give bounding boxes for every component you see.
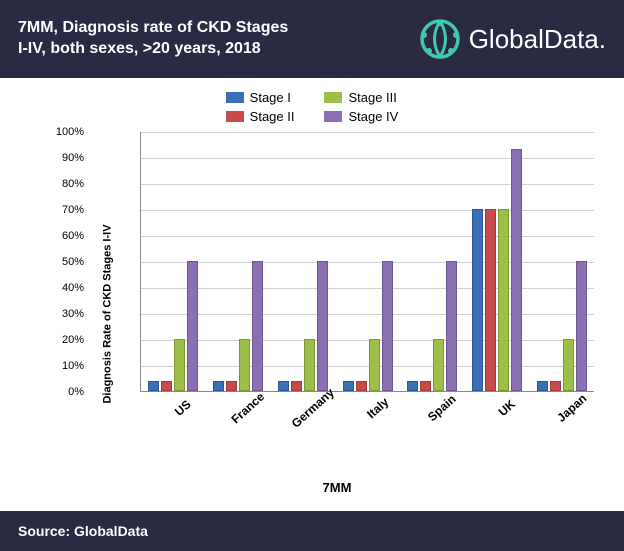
bar <box>472 209 483 391</box>
bar <box>550 381 561 391</box>
bar <box>382 261 393 391</box>
bar <box>278 381 289 391</box>
bar <box>304 339 315 391</box>
bar-group <box>465 132 530 391</box>
bar-group <box>206 132 271 391</box>
bar <box>174 339 185 391</box>
bar <box>148 381 159 391</box>
bar-group <box>270 132 335 391</box>
logo: GlobalData. <box>419 18 606 60</box>
bar <box>213 381 224 391</box>
bar <box>511 149 522 391</box>
bar <box>343 381 354 391</box>
legend-label: Stage II <box>250 109 295 124</box>
bar <box>576 261 587 391</box>
legend-item: Stage IV <box>324 109 398 124</box>
bar <box>252 261 263 391</box>
header-title: 7MM, Diagnosis rate of CKD Stages I-IV, … <box>18 18 298 60</box>
legend-item: Stage II <box>226 109 295 124</box>
globaldata-logo-icon <box>419 18 461 60</box>
legend-swatch <box>324 111 342 122</box>
bar <box>420 381 431 391</box>
bar <box>485 209 496 391</box>
footer-bar: Source: GlobalData <box>0 511 624 551</box>
legend-item: Stage I <box>226 90 295 105</box>
footer-text: Source: GlobalData <box>18 523 148 539</box>
bar <box>563 339 574 391</box>
x-axis-title: 7MM <box>70 480 604 495</box>
header-bar: 7MM, Diagnosis rate of CKD Stages I-IV, … <box>0 0 624 78</box>
logo-text: GlobalData. <box>469 24 606 55</box>
x-axis-labels: USFranceGermanyItalySpainUKJapan <box>140 394 594 414</box>
bar <box>446 261 457 391</box>
bar <box>407 381 418 391</box>
legend-item: Stage III <box>324 90 398 105</box>
bar <box>226 381 237 391</box>
bar <box>356 381 367 391</box>
bar <box>317 261 328 391</box>
plot-area <box>140 132 594 392</box>
bar <box>537 381 548 391</box>
legend-label: Stage III <box>348 90 396 105</box>
bar <box>239 339 250 391</box>
legend-label: Stage IV <box>348 109 398 124</box>
legend-swatch <box>226 92 244 103</box>
legend-swatch <box>226 111 244 122</box>
bar <box>187 261 198 391</box>
legend-label: Stage I <box>250 90 291 105</box>
bar <box>161 381 172 391</box>
bar <box>498 209 509 391</box>
chart-area: Stage I Stage II Stage III Stage IV Diag… <box>0 78 624 503</box>
bar-group <box>400 132 465 391</box>
bar <box>433 339 444 391</box>
bar-group <box>335 132 400 391</box>
bar <box>369 339 380 391</box>
bar <box>291 381 302 391</box>
bar-group <box>141 132 206 391</box>
chart-legend: Stage I Stage II Stage III Stage IV <box>20 90 604 124</box>
legend-swatch <box>324 92 342 103</box>
bar-group <box>529 132 594 391</box>
